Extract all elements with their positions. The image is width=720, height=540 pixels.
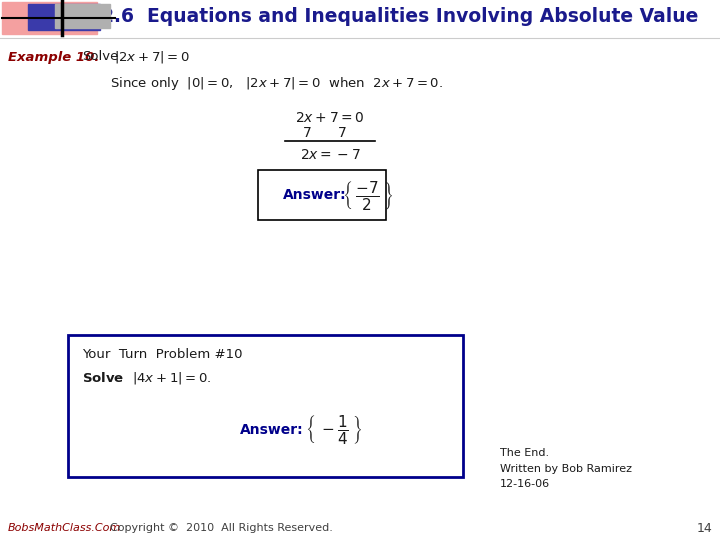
Text: Your  Turn  Problem #10: Your Turn Problem #10 <box>82 348 243 361</box>
Text: $|2x + 7| = 0$: $|2x + 7| = 0$ <box>114 49 189 65</box>
Text: 2.6  Equations and Inequalities Involving Absolute Value: 2.6 Equations and Inequalities Involving… <box>102 8 698 26</box>
Text: Solve  $|4x + 1| = 0.$: Solve $|4x + 1| = 0.$ <box>82 370 212 386</box>
Text: BobsMathClass.Com: BobsMathClass.Com <box>8 523 121 533</box>
Bar <box>68 335 463 477</box>
Text: $\left\{\, \dfrac{-7}{2} \,\right\}$: $\left\{\, \dfrac{-7}{2} \,\right\}$ <box>342 179 393 212</box>
Bar <box>2 2 97 34</box>
Text: Example 10.: Example 10. <box>8 51 99 64</box>
Text: $2x = -7$: $2x = -7$ <box>300 148 361 162</box>
Text: Solve: Solve <box>82 51 118 64</box>
Text: $\left\{\, -\dfrac{1}{4} \,\right\}$: $\left\{\, -\dfrac{1}{4} \,\right\}$ <box>305 414 362 447</box>
Bar <box>55 4 110 28</box>
Text: $7 \quad\quad 7$: $7 \quad\quad 7$ <box>302 126 348 140</box>
Text: Copyright ©  2010  All Rights Reserved.: Copyright © 2010 All Rights Reserved. <box>103 523 333 533</box>
Text: 14: 14 <box>696 522 712 535</box>
Text: Answer:: Answer: <box>283 188 346 202</box>
Text: Since only  $|0| = 0$,   $|2x + 7| = 0$  when  $2x + 7 = 0$.: Since only $|0| = 0$, $|2x + 7| = 0$ whe… <box>110 75 443 91</box>
Text: $2x + 7 = 0$: $2x + 7 = 0$ <box>295 111 365 125</box>
Text: Answer:: Answer: <box>240 423 304 437</box>
Bar <box>258 170 386 220</box>
Bar <box>28 4 100 30</box>
Text: The End.
Written by Bob Ramirez
12-16-06: The End. Written by Bob Ramirez 12-16-06 <box>500 448 632 489</box>
